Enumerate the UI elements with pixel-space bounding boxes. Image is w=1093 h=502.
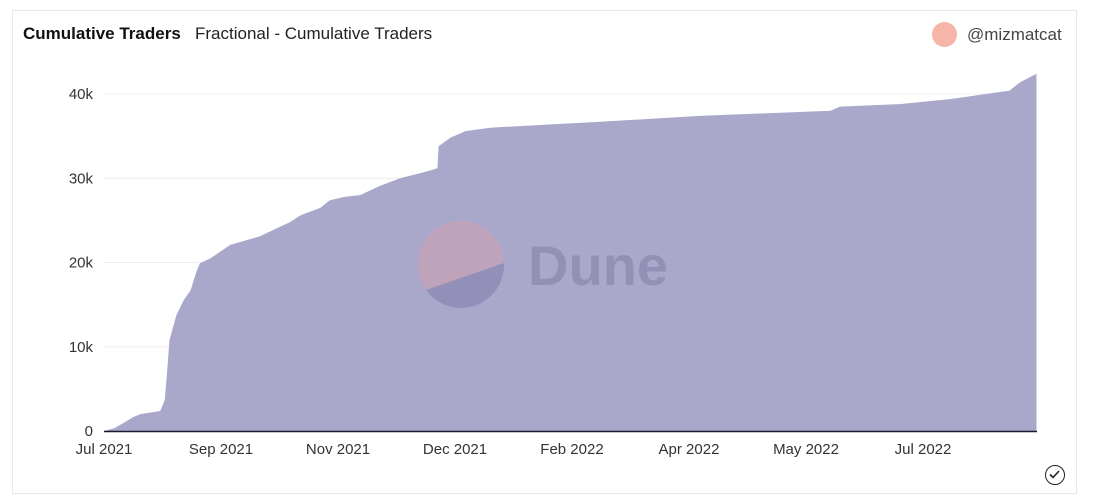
x-tick-label: Jul 2022 xyxy=(895,441,952,458)
chart-card xyxy=(12,10,1077,494)
avatar xyxy=(932,22,957,47)
dune-logo-top xyxy=(417,221,504,290)
y-tick-label: 10k xyxy=(69,339,94,356)
y-tick-label: 0 xyxy=(85,423,93,440)
area-series xyxy=(104,73,1037,432)
x-tick-label: Dec 2021 xyxy=(423,441,487,458)
chart-title: Cumulative Traders xyxy=(23,24,181,43)
x-tick-label: Jul 2021 xyxy=(76,441,133,458)
y-tick-label: 30k xyxy=(69,170,94,187)
x-tick-label: Feb 2022 xyxy=(540,441,603,458)
x-tick-label: May 2022 xyxy=(773,441,839,458)
dune-wordmark: Dune xyxy=(528,234,668,297)
x-tick-label: Nov 2021 xyxy=(306,441,370,458)
author-name: @mizmatcat xyxy=(967,24,1062,44)
dune-watermark: Dune xyxy=(417,221,668,308)
x-tick-label: Sep 2021 xyxy=(189,441,253,458)
y-tick-label: 40k xyxy=(69,86,94,103)
author[interactable]: @mizmatcat xyxy=(932,22,1062,47)
x-tick-label: Apr 2022 xyxy=(659,441,720,458)
check-circle-icon xyxy=(1045,465,1065,485)
y-tick-label: 20k xyxy=(69,255,94,272)
chart-subtitle: Fractional - Cumulative Traders xyxy=(195,24,433,43)
